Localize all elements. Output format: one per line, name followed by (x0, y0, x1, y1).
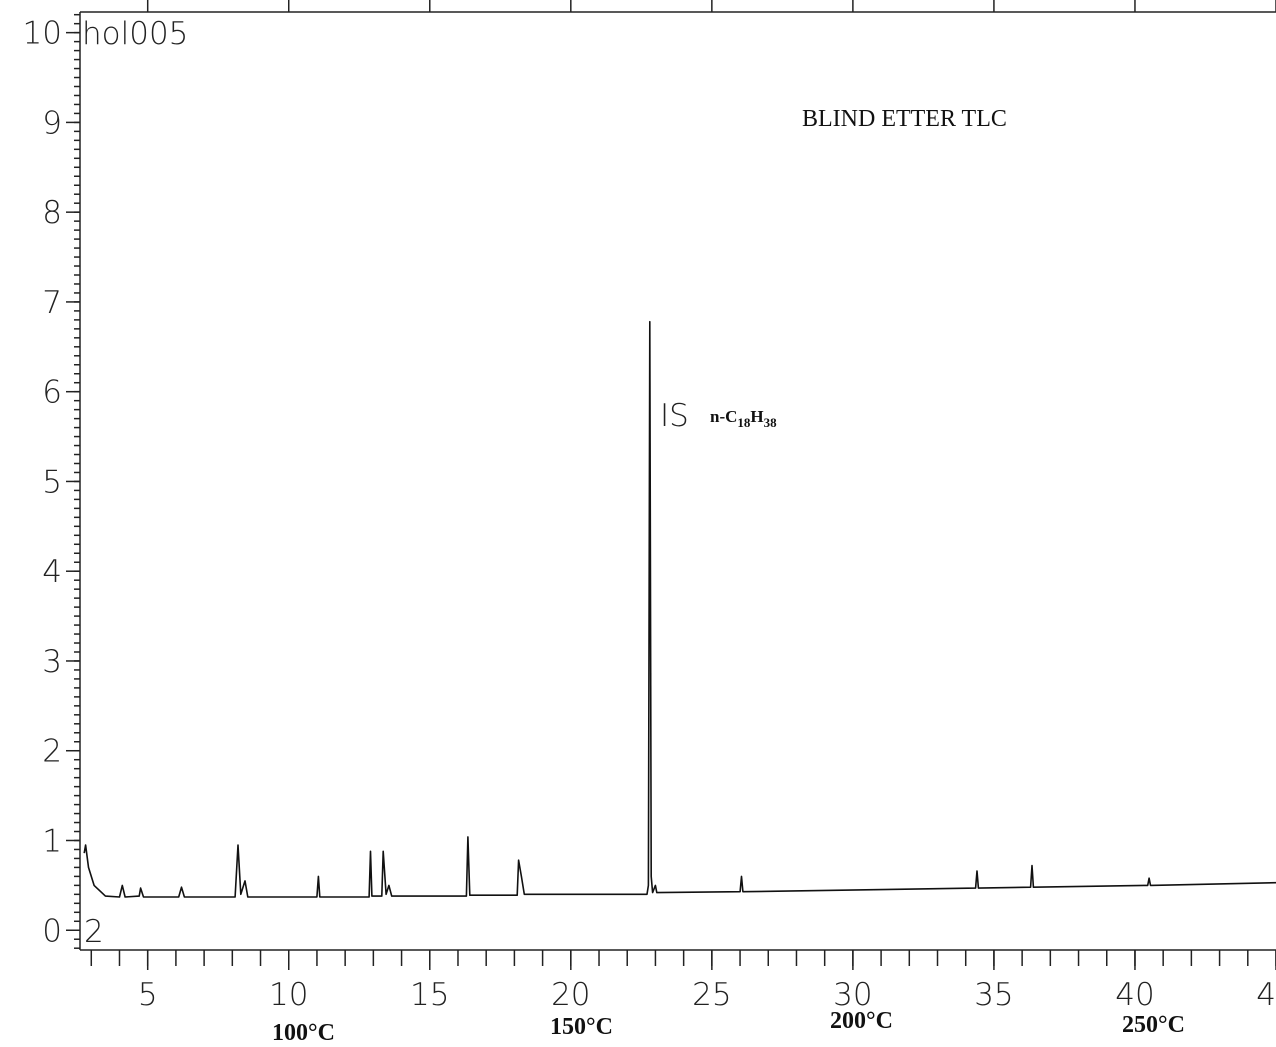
y-tick-label: 3 (42, 644, 62, 680)
compound-sub: 18 (737, 415, 751, 430)
temperature-label: 100°C (272, 1020, 335, 1046)
compound-part: H (750, 407, 763, 426)
y-tick-label: 7 (42, 285, 62, 321)
x-tick-label: 10 (269, 977, 308, 1013)
y-tick-label: 1 (42, 823, 62, 859)
x-tick-label: 30 (833, 977, 872, 1013)
temperature-label: 250°C (1122, 1012, 1185, 1038)
y-tick-label: 0 (42, 913, 62, 949)
annotation-compound: n-C18H38 (710, 407, 777, 430)
y-tick-label: 10 (23, 16, 62, 52)
compound-sub: 38 (764, 415, 778, 430)
chart-title: hol005 (82, 16, 188, 52)
y-tick-label: 2 (42, 734, 62, 770)
chromatogram-line (83, 320, 1276, 898)
corner-label: 2 (84, 914, 104, 950)
y-tick-label: 8 (42, 195, 62, 231)
x-tick-label: 40 (1115, 977, 1154, 1013)
y-tick-label: 5 (42, 464, 62, 500)
chart-subtitle: BLIND ETTER TLC (802, 106, 1007, 132)
compound-part: n-C (710, 407, 737, 426)
x-tick-label: 20 (551, 977, 590, 1013)
y-tick-label: 4 (42, 554, 62, 590)
y-tick-label: 9 (42, 105, 62, 141)
y-tick-label: 6 (42, 375, 62, 411)
temperature-label: 200°C (830, 1008, 893, 1034)
annotation-label: IS (660, 398, 689, 434)
x-tick-label: 5 (138, 977, 158, 1013)
x-tick-label: 45 (1256, 977, 1276, 1013)
temperature-label: 150°C (550, 1014, 613, 1040)
x-tick-label: 15 (410, 977, 449, 1013)
x-tick-label: 25 (692, 977, 731, 1013)
x-tick-label: 35 (974, 977, 1013, 1013)
